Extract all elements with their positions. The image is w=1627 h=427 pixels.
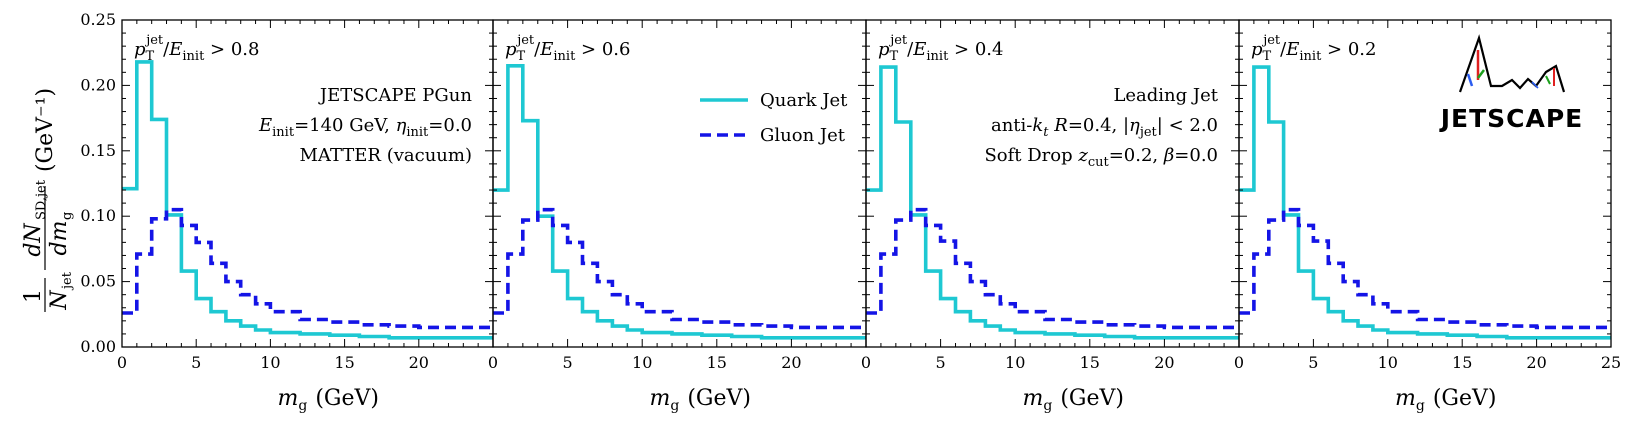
x-label-sub: g [1043, 398, 1052, 414]
x-tick-label: 10 [260, 353, 280, 372]
x-tick-label: 10 [632, 353, 652, 372]
x-tick-label: 20 [409, 353, 429, 372]
annotation-model: MATTER (vacuum) [300, 145, 473, 166]
x-tick-label: 20 [1154, 353, 1174, 372]
plot-frame-panel-1 [121, 19, 494, 348]
x-label-var: m [278, 386, 299, 411]
annotation-generator: JETSCAPE PGun [318, 85, 473, 106]
panel-cut-label-1: pTjet/Einit > 0.8 [134, 33, 259, 64]
y-label-frac-num: 1 [21, 289, 46, 303]
y-label-frac-den-sub: jet [60, 271, 75, 291]
annotation-jet-algorithm: anti-kt R=0.4, |ηjet| < 2.0 [991, 115, 1218, 140]
x-axis-label-panel-3: mg (GeV) [1023, 386, 1125, 414]
x-tick-label: 0 [861, 353, 871, 372]
series-gluon-line-panel-1 [122, 207, 493, 330]
x-tick-label: 15 [707, 353, 727, 372]
y-label-deriv-den: dm [47, 221, 72, 256]
y-label-deriv-den-sub: g [60, 212, 75, 220]
y-label-deriv-num-sub: SD,jet [34, 179, 49, 220]
x-tick-label: 5 [936, 353, 946, 372]
series-gluon-line-panel-2 [493, 207, 866, 330]
x-label-var: m [1023, 386, 1044, 411]
y-tick-label: 0.00 [80, 337, 116, 356]
x-label-units: (GeV) [315, 386, 379, 411]
plot-frame-panel-2 [492, 19, 867, 348]
x-tick-label: 0 [117, 353, 127, 372]
legend-gluon-label: Gluon Jet [760, 125, 846, 146]
x-tick-label: 15 [1080, 353, 1100, 372]
x-tick-label: 20 [1526, 353, 1546, 372]
x-tick-label: 20 [781, 353, 801, 372]
jetscape-logo: JETSCAPE [1439, 34, 1584, 133]
logo-blue-stroke-2 [1531, 81, 1539, 89]
logo-green-stroke-2 [1545, 75, 1551, 85]
y-tick-label: 0.15 [80, 141, 116, 160]
series-gluon-line-panel-3 [866, 207, 1239, 330]
x-tick-label: 15 [1452, 353, 1472, 372]
logo-green-stroke [1477, 69, 1485, 79]
x-tick-label: 0 [1234, 353, 1244, 372]
plot-frame-panel-4 [1238, 19, 1612, 348]
series-quark-line-panel-3 [866, 65, 1239, 340]
x-label-sub: g [1416, 398, 1425, 414]
y-label-units: (GeV⁻¹) [33, 88, 58, 172]
panel-cut-label-2: pTjet/Einit > 0.6 [505, 33, 630, 64]
x-tick-label: 15 [334, 353, 354, 372]
panel-3: 0 5 10 15 20 mg (GeV) pTjet/Einit > 0.4 [861, 19, 1240, 414]
annotation-leading-jet: Leading Jet [1113, 85, 1218, 106]
legend-quark-label: Quark Jet [760, 90, 848, 111]
logo-wordmark: JETSCAPE [1439, 104, 1584, 133]
logo-mountain-outline [1458, 34, 1566, 93]
series-gluon-line-panel-4 [1239, 207, 1611, 330]
x-tick-label: 10 [1005, 353, 1025, 372]
plot-frame-panel-3 [865, 19, 1240, 348]
x-label-var: m [650, 386, 671, 411]
x-label-sub: g [670, 398, 679, 414]
x-tick-label: 25 [1601, 353, 1621, 372]
annotations: JETSCAPE PGun Einit=140 GeV, ηinit=0.0 MAT… [258, 85, 1219, 170]
panel-2: 0 5 10 15 20 mg (GeV) pTjet/Einit > 0.6 [488, 19, 867, 414]
x-tick-label: 5 [191, 353, 201, 372]
series-quark-line-panel-1 [122, 60, 493, 340]
x-axis-label-panel-4: mg (GeV) [1395, 386, 1497, 414]
x-label-sub: g [298, 398, 307, 414]
annotation-energy: Einit=140 GeV, ηinit=0.0 [258, 115, 472, 140]
y-tick-label: 0.05 [80, 272, 116, 291]
y-tick-label: 0.20 [80, 75, 116, 94]
panel-cut-label-3: pTjet/Einit > 0.4 [878, 33, 1003, 64]
panel-1: 0 5 10 15 20 0.00 0.05 0.10 0.15 0.20 0.25 mg (GeV) p… [80, 10, 494, 414]
y-axis-label: 1 N jet dN SD,jet dm g (GeV⁻¹) [21, 88, 75, 312]
x-label-units: (GeV) [1433, 386, 1497, 411]
y-label-frac-den: N [47, 290, 72, 311]
x-tick-label: 5 [563, 353, 573, 372]
y-label-deriv-num: dN [21, 223, 46, 257]
panel-cut-label-4: pTjet/Einit > 0.2 [1251, 33, 1376, 64]
x-tick-label: 0 [488, 353, 498, 372]
x-tick-label: 5 [1308, 353, 1318, 372]
x-axis-label-panel-2: mg (GeV) [650, 386, 752, 414]
x-label-var: m [1395, 386, 1416, 411]
x-label-units: (GeV) [1060, 386, 1124, 411]
series-quark-line-panel-2 [493, 64, 866, 340]
y-tick-label: 0.25 [80, 10, 116, 29]
series-quark-line-panel-4 [1239, 65, 1611, 340]
legend: Quark Jet Gluon Jet [700, 90, 848, 146]
x-axis-label-panel-1: mg (GeV) [278, 386, 380, 414]
annotation-soft-drop: Soft Drop zcut=0.2, β=0.0 [984, 145, 1218, 170]
x-tick-label: 10 [1378, 353, 1398, 372]
y-tick-label: 0.10 [80, 206, 116, 225]
panel-4: 0 5 10 15 20 25 mg (GeV) pTjet/Einit > 0.2 [1234, 19, 1621, 414]
x-label-units: (GeV) [687, 386, 751, 411]
logo-blue-stroke [1466, 73, 1474, 87]
